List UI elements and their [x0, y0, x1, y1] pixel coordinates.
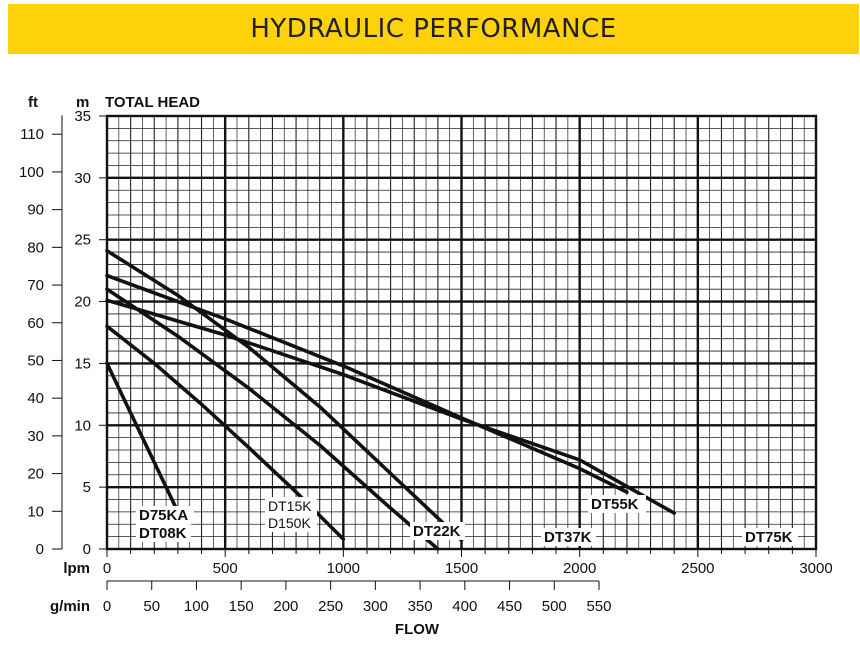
x-tick-label-gmin: 450: [497, 598, 522, 615]
y-tick-label-ft: 70: [27, 277, 44, 294]
x-tick-label-gmin: 100: [184, 598, 209, 615]
x-tick-label-lpm: 0: [103, 560, 111, 577]
y-tick-label-m: 15: [74, 355, 91, 372]
y-tick-label-ft: 0: [36, 541, 44, 558]
chart-title: HYDRAULIC PERFORMANCE: [250, 14, 617, 44]
y-unit-m: m: [76, 94, 89, 111]
curve-label-bg: [136, 524, 191, 542]
curve-label-bg: [265, 514, 317, 532]
y-unit-ft: ft: [28, 94, 38, 111]
y-tick-label-ft: 110: [20, 126, 44, 143]
curve-label-bg: [265, 497, 317, 515]
curve-label-bg: [136, 506, 194, 524]
x-tick-label-gmin: 150: [229, 598, 254, 615]
curve-label-bg: [541, 528, 596, 546]
x-tick-label-gmin: 500: [542, 598, 567, 615]
y-tick-label-m: 0: [83, 541, 91, 558]
curve-dt75k: [105, 298, 677, 515]
x-tick-label-lpm: 1000: [327, 560, 360, 577]
x-tick-label-lpm: 500: [213, 560, 238, 577]
curve-label: DT08K: [139, 525, 187, 542]
y-tick-label-ft: 30: [27, 428, 44, 445]
y-tick-label-ft: 50: [27, 352, 44, 369]
x-tick-label-gmin: 550: [586, 598, 611, 615]
y-tick-label-ft: 40: [27, 390, 44, 407]
x-unit-gmin: g/min: [50, 598, 90, 615]
curve-dt22k: [105, 287, 440, 551]
x-tick-label-gmin: 400: [452, 598, 477, 615]
y-tick-label-ft: 90: [27, 202, 44, 219]
x-tick-label-gmin: 200: [273, 598, 298, 615]
curve-label: DT22K: [413, 523, 461, 540]
axes: [52, 115, 817, 590]
x-tick-label-gmin: 0: [103, 598, 111, 615]
y-tick-label-ft: 20: [27, 466, 44, 483]
y-tick-label-m: 25: [74, 232, 91, 249]
x-tick-label-gmin: 300: [363, 598, 388, 615]
curve-dt37k: [105, 249, 464, 543]
curve-label: D75KA: [139, 507, 188, 524]
curve-label-bg: [588, 495, 646, 513]
y-tick-label-m: 5: [83, 479, 91, 496]
curve-label-bg: [410, 522, 465, 540]
curve-dt55k: [105, 273, 629, 494]
y-tick-label-m: 10: [74, 417, 91, 434]
x-tick-label-lpm: 2500: [681, 560, 714, 577]
y-tick-label-ft: 100: [19, 164, 44, 181]
y-tick-label-ft: 10: [27, 503, 44, 520]
y-tick-label-m: 30: [74, 170, 91, 187]
x-tick-label-lpm: 3000: [799, 560, 832, 577]
major-grid: [105, 114, 818, 551]
x-axis-label: FLOW: [395, 621, 440, 638]
y-tick-label-m: 20: [74, 294, 91, 311]
y-tick-label-m: 35: [74, 108, 91, 125]
performance-curves: [105, 249, 677, 551]
y-tick-label-ft: 80: [27, 239, 44, 256]
x-unit-lpm: lpm: [63, 560, 90, 577]
curve-label: DT55K: [591, 496, 639, 513]
x-tick-label-lpm: 2000: [563, 560, 596, 577]
x-tick-label-gmin: 250: [318, 598, 343, 615]
curve-label: DT75K: [745, 529, 793, 546]
title-banner: HYDRAULIC PERFORMANCE: [8, 4, 859, 54]
labels: ft m TOTAL HEAD lpm g/min FLOW 0 5 10 15 20 2…: [19, 94, 833, 638]
curve-label-bg: [742, 528, 798, 546]
y-tick-label-ft: 60: [27, 315, 44, 332]
curve-label: DT37K: [544, 529, 592, 546]
curve-label: DT15K: [268, 498, 312, 514]
x-tick-label-gmin: 50: [143, 598, 160, 615]
curve-label: D150K: [268, 515, 311, 531]
x-tick-label-gmin: 350: [408, 598, 433, 615]
x-tick-label-lpm: 1500: [445, 560, 478, 577]
y-axis-label: TOTAL HEAD: [105, 94, 200, 111]
